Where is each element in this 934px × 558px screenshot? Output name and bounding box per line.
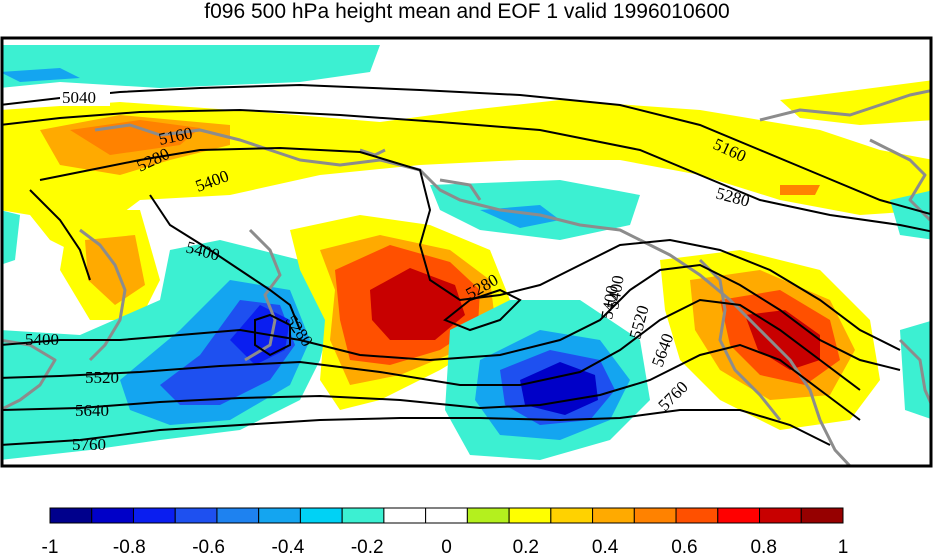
contour-line xyxy=(2,108,931,233)
contour-label: 5520 xyxy=(85,368,119,387)
anomaly-region-positive xyxy=(780,185,820,195)
contour-label: 5640 xyxy=(648,331,677,369)
colorbar-swatch xyxy=(633,507,677,524)
contour-label: 5520 xyxy=(626,303,653,341)
colorbar-tick-label: 0.6 xyxy=(671,537,697,558)
anomaly-region-positive xyxy=(780,80,931,125)
anomaly-region-positive xyxy=(85,235,145,305)
colorbar-swatch xyxy=(508,507,552,524)
contour-line xyxy=(149,194,301,331)
contour-line xyxy=(2,263,901,371)
coastline xyxy=(439,178,482,201)
map-title: f096 500 hPa height mean and EOF 1 valid… xyxy=(204,0,730,23)
anomaly-region-negative xyxy=(2,210,20,265)
contour-label: 5640 xyxy=(75,401,109,420)
coastlines xyxy=(2,89,931,466)
colorbar-swatch xyxy=(717,507,761,524)
coastline xyxy=(759,89,931,122)
colorbar-tick-label: 1 xyxy=(838,537,849,558)
contour-label: 5400 xyxy=(603,274,628,311)
contour-label: 5040 xyxy=(62,88,96,107)
colorbar-tick-labels: -1 -0.8 -0.6 -0.4 -0.2 0 0.2 0.4 0.6 0.8 1 xyxy=(42,537,849,558)
contour-line xyxy=(2,83,931,216)
height-contours xyxy=(2,83,931,446)
coastline xyxy=(639,238,852,466)
coastline xyxy=(698,258,782,421)
contour-line xyxy=(2,298,861,391)
colorbar-swatch xyxy=(675,507,719,524)
colorbar-tick-label: 0.2 xyxy=(513,537,539,558)
anomaly-shading xyxy=(2,45,931,460)
colorbar-swatch xyxy=(49,507,93,524)
coastline xyxy=(244,228,282,362)
colorbar-swatch xyxy=(466,507,510,524)
colorbar-tick-label: 0.8 xyxy=(750,537,776,558)
contour-line xyxy=(254,313,291,357)
anomaly-region-negative xyxy=(2,68,80,82)
colorbar-swatch xyxy=(592,507,635,524)
colorbar-swatch xyxy=(91,507,134,524)
anomaly-region-negative xyxy=(2,45,380,88)
colorbar-swatch xyxy=(800,507,844,524)
colorbar-swatch xyxy=(216,507,260,524)
colorbar-tick-label: -1 xyxy=(42,537,59,558)
colorbar-tick-label: -0.6 xyxy=(192,537,225,558)
contour-line xyxy=(443,288,522,332)
map-frame xyxy=(0,36,933,468)
contour-line xyxy=(29,189,91,281)
contour-line xyxy=(2,343,861,421)
anomaly-region-negative xyxy=(900,320,931,419)
colorbar-swatch xyxy=(174,507,218,524)
colorbar-swatch xyxy=(341,507,385,524)
coastline xyxy=(94,123,641,242)
colorbar-swatch xyxy=(425,507,468,524)
coastline xyxy=(869,138,931,222)
colorbar-swatch xyxy=(759,507,802,524)
anomaly-region-negative xyxy=(520,362,598,415)
colorbar-tick-label: -0.4 xyxy=(272,537,305,558)
colorbar-swatch xyxy=(383,507,427,524)
colorbar-tick-label: -0.8 xyxy=(113,537,146,558)
colorbar-swatch xyxy=(132,507,176,524)
contour-label: 5400 xyxy=(25,330,59,349)
coastline xyxy=(359,148,386,157)
contour-label: 5760 xyxy=(72,435,106,454)
anomaly-region-positive xyxy=(370,268,465,340)
colorbar xyxy=(49,507,844,524)
contour-line xyxy=(39,146,901,351)
anomaly-region-negative xyxy=(890,190,931,240)
colorbar-swatch xyxy=(550,507,594,524)
colorbar-tick-label: -0.2 xyxy=(351,537,384,558)
colorbar-tick-label: 0.4 xyxy=(592,537,619,558)
coastline xyxy=(2,338,57,411)
contour-line xyxy=(2,409,831,446)
coastline xyxy=(79,228,127,362)
colorbar-tick-label: 0 xyxy=(441,537,452,558)
colorbar-swatch xyxy=(299,507,343,524)
colorbar-swatch xyxy=(258,507,301,524)
